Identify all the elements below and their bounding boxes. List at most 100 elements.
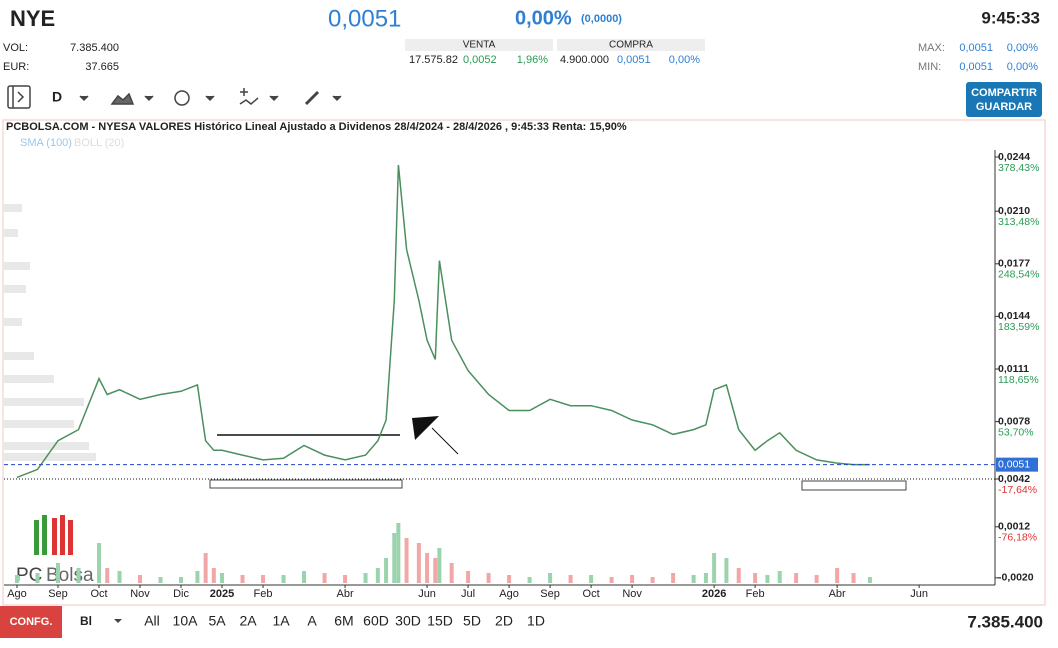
y-tick-label: 0,0012 (998, 521, 1030, 533)
y-tick-label: 0,0042 (998, 473, 1030, 485)
x-tick-label: Jul (461, 588, 475, 600)
dropdown-arrows (79, 95, 342, 102)
venta-price: 0,0052 (463, 54, 497, 66)
volume-bar (158, 577, 163, 583)
last-price-box (996, 457, 1038, 472)
volume-bar (363, 573, 368, 583)
volume-bar (281, 575, 286, 583)
volume-bar (343, 575, 348, 583)
time: 9:45:33 (981, 8, 1040, 27)
volume-bar (486, 573, 491, 583)
volume-bar (736, 568, 741, 583)
eur: 37.665 (85, 61, 119, 73)
venta-pct: 1,96% (517, 54, 548, 66)
chart-title: PCBOLSA.COM - NYESA VALORES Histórico Li… (6, 121, 627, 133)
max-pct: 0,00% (1007, 42, 1038, 54)
share-button[interactable] (966, 82, 1042, 117)
volume-bar (835, 568, 840, 583)
y-tick-pct: 183,59% (998, 321, 1039, 333)
range-button[interactable]: 60D (363, 613, 389, 629)
draw-icon[interactable] (304, 90, 320, 106)
venta-head (405, 39, 553, 51)
range-button[interactable]: 6M (334, 613, 353, 629)
compra-price: 0,0051 (617, 54, 651, 66)
y-tick-label: -0,0020 (998, 572, 1034, 584)
panel-toggle[interactable] (7, 85, 31, 109)
volume-bar (138, 575, 143, 583)
volume-bar (416, 543, 421, 583)
volume-bar (753, 573, 758, 583)
price: 0,0051 (328, 5, 401, 32)
volume-bar (724, 558, 729, 583)
x-tick-label: Feb (254, 588, 273, 600)
volume-bar (404, 538, 409, 583)
settings-icon[interactable] (174, 90, 190, 106)
volume-bar (548, 573, 553, 583)
interval[interactable]: D (52, 89, 62, 105)
venta-title: VENTA (463, 40, 496, 51)
x-tick-label: Dic (173, 588, 189, 600)
range-button[interactable]: 5D (463, 613, 481, 629)
logo-bolsa: Bolsa (46, 565, 94, 586)
volume-bar (240, 575, 245, 583)
range-button[interactable]: 2D (495, 613, 513, 629)
volume-bar (302, 571, 307, 583)
volume-bar (703, 573, 708, 583)
volume-bar (15, 575, 20, 583)
x-tick-label: Oct (90, 588, 107, 600)
volume-bar (117, 571, 122, 583)
range-button[interactable]: 30D (395, 613, 421, 629)
volume-bar (396, 523, 401, 583)
volume-bar (765, 575, 770, 583)
config-label: CONFG. (10, 616, 53, 628)
symbol: NYE (10, 6, 55, 31)
range-button[interactable]: 1A (272, 613, 290, 629)
volume-bar (97, 543, 102, 583)
min-pct: 0,00% (1007, 61, 1038, 73)
y-tick-pct: -17,64% (998, 484, 1037, 496)
volume-bar (449, 563, 454, 583)
range-button[interactable]: 10A (173, 613, 199, 629)
volume-bar (691, 575, 696, 583)
volume-bar (35, 573, 40, 583)
volume-bar (56, 563, 61, 583)
range-button[interactable]: 1D (527, 613, 545, 629)
volume-bar (814, 575, 819, 583)
range-button[interactable]: 2A (239, 613, 257, 629)
x-tick-label: 2025 (210, 588, 234, 600)
indicator-icon[interactable] (239, 88, 259, 105)
y-tick-pct: 313,48% (998, 216, 1039, 228)
volume-bar (589, 575, 594, 583)
volume-bar (261, 575, 266, 583)
volume-bar (76, 568, 81, 583)
y-tick-label: 0,0244 (998, 151, 1030, 163)
max-label: MAX: (918, 42, 945, 54)
x-tick-label: Sep (48, 588, 68, 600)
compra-head (557, 39, 705, 51)
volume-bar (851, 573, 856, 583)
annotation-arrow (412, 416, 439, 440)
range-button[interactable]: All (144, 613, 160, 629)
range-button[interactable]: A (307, 613, 317, 629)
save-label: GUARDAR (976, 101, 1032, 113)
y-tick-label: 0,0078 (998, 415, 1030, 427)
range-button[interactable]: 15D (427, 613, 453, 629)
volume-bar (650, 577, 655, 583)
share-label: COMPARTIR (971, 87, 1037, 99)
toolbar (7, 85, 342, 109)
volume-bar (527, 577, 532, 583)
y-tick-pct: -76,18% (998, 532, 1037, 544)
volume-bar (712, 553, 717, 583)
range-button[interactable]: 5A (208, 613, 226, 629)
annotation-box (801, 480, 907, 491)
config-button[interactable] (0, 606, 62, 638)
chart-type-icon[interactable] (110, 92, 135, 105)
vol: 7.385.400 (70, 42, 119, 54)
mode-select[interactable]: Bl (80, 614, 92, 628)
y-tick-pct: 248,54% (998, 269, 1039, 281)
volume-bar (392, 533, 397, 583)
volume-bar (671, 573, 676, 583)
x-tick-label: Abr (829, 588, 846, 600)
volume-bar (794, 573, 799, 583)
compra-qty: 4.900.000 (560, 54, 609, 66)
